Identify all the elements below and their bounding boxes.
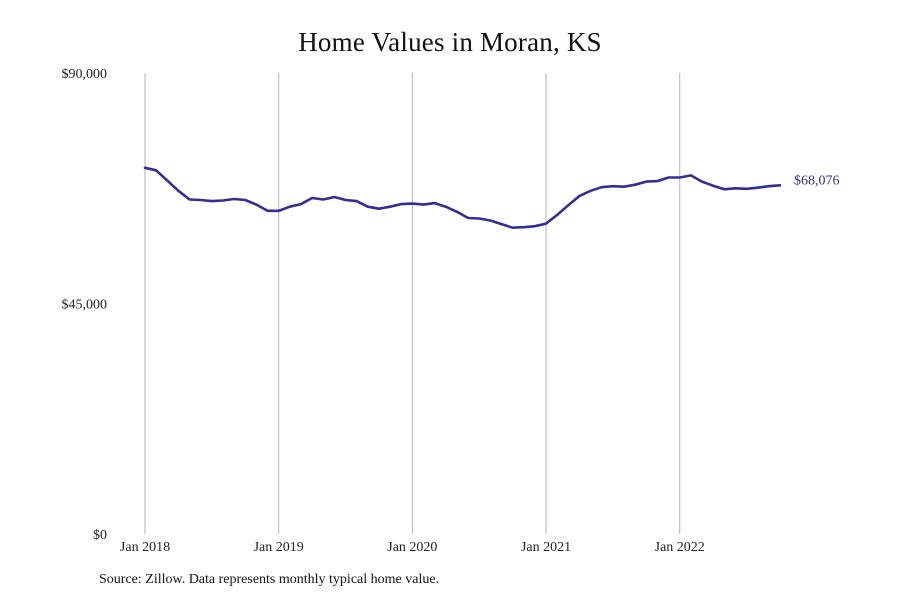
source-note: Source: Zillow. Data represents monthly …: [99, 572, 440, 587]
x-tick-label: Jan 2022: [655, 540, 705, 555]
chart-title: Home Values in Moran, KS: [298, 27, 602, 57]
x-axis-tick-labels: Jan 2018 Jan 2019 Jan 2020 Jan 2021 Jan 2022: [120, 540, 705, 555]
series-group: $68,076: [143, 166, 840, 229]
y-axis-tick-labels: $0 $45,000 $90,000: [62, 67, 108, 543]
x-tick-label: Jan 2019: [254, 540, 304, 555]
series-end-label: $68,076: [794, 173, 840, 188]
x-tick-label: Jan 2021: [521, 540, 571, 555]
y-tick-label: $0: [93, 528, 107, 543]
x-tick-label: Jan 2018: [120, 540, 170, 555]
x-tick-label: Jan 2020: [387, 540, 437, 555]
y-tick-label: $45,000: [62, 298, 108, 313]
vertical-gridlines: [144, 73, 681, 534]
y-tick-label: $90,000: [62, 67, 108, 82]
series-line: [143, 166, 782, 229]
